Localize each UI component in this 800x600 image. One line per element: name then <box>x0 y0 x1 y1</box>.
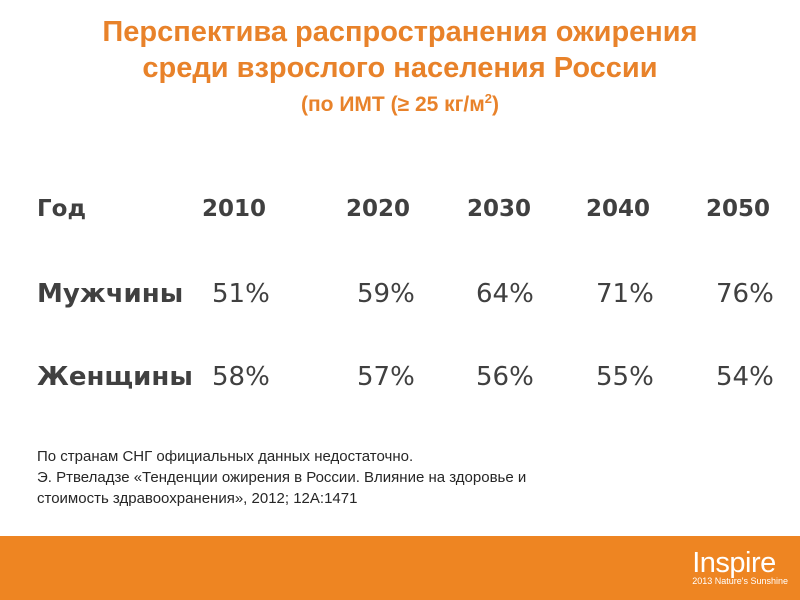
header-year: 2030 <box>467 196 532 222</box>
subtitle-superscript: 2 <box>484 91 492 106</box>
subtitle-prefix: (по ИМТ (≥ 25 кг/м <box>301 93 485 116</box>
row-label: Мужчины <box>37 279 184 309</box>
row-value: 55% <box>596 362 654 392</box>
title-line-2: среди взрослого населения России <box>142 52 658 84</box>
header-year: 2040 <box>586 196 651 222</box>
source-note: По странам СНГ официальных данных недост… <box>37 446 737 509</box>
note-line-1: По странам СНГ официальных данных недост… <box>37 448 414 465</box>
header-year: 2010 <box>202 196 267 222</box>
slide-title: Перспектива распространения ожирения сре… <box>20 14 780 120</box>
row-value: 71% <box>596 279 654 309</box>
row-value: 51% <box>212 279 270 309</box>
title-line-1: Перспектива распространения ожирения <box>102 16 698 48</box>
inspire-logo: Inspire 2013 Nature's Sunshine <box>692 548 788 586</box>
table-header-row: Год 2010 2020 2030 2040 2050 <box>0 196 800 236</box>
footer-bar: Inspire 2013 Nature's Sunshine <box>0 536 800 600</box>
table-row: Мужчины 51% 59% 64% 71% 76% <box>0 279 800 319</box>
header-label: Год <box>37 196 87 222</box>
row-value: 54% <box>716 362 774 392</box>
row-value: 76% <box>716 279 774 309</box>
note-line-2: Э. Ртвеладзе «Тенденции ожирения в Росси… <box>37 469 527 486</box>
row-value: 57% <box>357 362 415 392</box>
logo-tagline: 2013 Nature's Sunshine <box>692 576 788 586</box>
row-value: 64% <box>476 279 534 309</box>
note-line-3: стоимость здравоохранения», 2012; 12A:14… <box>37 490 358 507</box>
row-value: 59% <box>357 279 415 309</box>
title-subtitle: (по ИМТ (≥ 25 кг/м2) <box>20 90 780 120</box>
logo-brand: Inspire <box>692 547 776 579</box>
row-value: 56% <box>476 362 534 392</box>
header-year: 2020 <box>346 196 411 222</box>
row-value: 58% <box>212 362 270 392</box>
header-year: 2050 <box>706 196 771 222</box>
table-row: Женщины 58% 57% 56% 55% 54% <box>0 362 800 402</box>
subtitle-suffix: ) <box>492 93 499 116</box>
row-label: Женщины <box>37 362 193 392</box>
